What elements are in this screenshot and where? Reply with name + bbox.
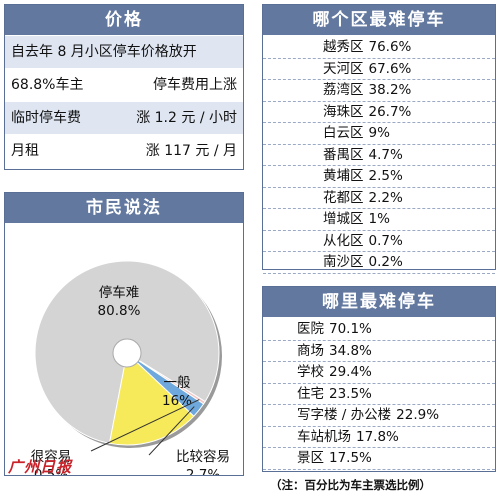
district-row-value: 4.7% — [368, 146, 403, 163]
district-row: 天河区 67.6% — [263, 59, 495, 80]
place-row-name: 住宅 — [297, 385, 324, 402]
place-row: 商场 34.8% — [263, 341, 495, 362]
district-row: 番禺区 4.7% — [263, 145, 495, 166]
pie-label-category: 一般 — [164, 375, 191, 391]
price-panel: 价格 自去年 8 月小区停车价格放开 68.8%车主 停车费用上涨 临时停车费 … — [4, 4, 244, 170]
pie-label-category: 比较容易 — [176, 448, 230, 465]
place-row-name: 车站机场 — [297, 428, 351, 445]
district-row: 增城区 1% — [263, 209, 495, 231]
pie-label-category: 很容易 — [31, 448, 72, 465]
place-row-name: 商场 — [297, 342, 324, 359]
price-row-value: 停车费用上涨 — [153, 77, 237, 93]
pie-label-value: 0.5% — [34, 467, 68, 475]
district-row-name: 荔湾区 — [323, 82, 364, 98]
district-row-name: 白云区 — [323, 125, 364, 141]
newspaper-logo: 广州日报 — [8, 458, 73, 476]
district-row: 南沙区 0.2% — [263, 252, 495, 274]
district-row: 白云区 9% — [263, 123, 495, 145]
district-row: 黄埔区 2.5% — [263, 166, 495, 188]
district-panel: 哪个区最难停车 越秀区 76.6% 天河区 67.6% 荔湾区 38.2% 海珠区 26.7%… — [262, 4, 496, 274]
pie-label-value: 80.8% — [98, 303, 141, 319]
price-row-label: 临时停车费 — [11, 110, 81, 126]
price-title: 价格 — [5, 5, 243, 35]
price-row: 自去年 8 月小区停车价格放开 — [5, 35, 243, 68]
pie-center — [112, 338, 142, 368]
district-row-value: 2.2% — [368, 189, 403, 206]
district-row-value: 38.2% — [368, 82, 412, 98]
district-list: 越秀区 76.6% 天河区 67.6% 荔湾区 38.2% 海珠区 26.7% 白云区 9% 番禺区… — [263, 35, 495, 274]
district-row-value: 67.6% — [368, 60, 412, 77]
district-row-name: 越秀区 — [323, 39, 364, 55]
pie-leader-line — [90, 399, 200, 452]
pie-label-value: 2.7% — [186, 467, 220, 475]
price-row-value: 涨 117 元 / 月 — [145, 143, 237, 159]
pie-label-category: 停车难 — [99, 284, 140, 301]
pie-label-value: 16% — [162, 393, 192, 409]
place-row-value: 34.8% — [329, 342, 372, 359]
place-title: 哪里最难停车 — [263, 287, 495, 317]
place-row: 车站机场 17.8% — [263, 427, 495, 448]
district-row-name: 从化区 — [323, 232, 364, 249]
place-row-name: 写字楼 / 办公楼 — [297, 407, 392, 423]
district-row-value: 26.7% — [368, 103, 412, 120]
district-row: 花都区 2.2% — [263, 188, 495, 209]
district-row-name: 南沙区 — [323, 254, 364, 270]
district-row: 荔湾区 38.2% — [263, 80, 495, 102]
opinion-panel: 市民说法 停车难 80.8% 一般 16% 比较容易 2.7% 很容易 0.5% — [4, 192, 244, 476]
place-row: 住宅 23.5% — [263, 384, 495, 405]
district-row: 越秀区 76.6% — [263, 37, 495, 59]
district-row: 从化区 0.7% — [263, 231, 495, 252]
price-row-label: 月租 — [11, 143, 39, 159]
price-row-value: 涨 1.2 元 / 小时 — [136, 110, 237, 126]
opinion-pie-chart: 停车难 80.8% 一般 16% 比较容易 2.7% 很容易 0.5% — [31, 260, 230, 475]
pie-leader-line — [148, 406, 195, 456]
district-row-name: 花都区 — [323, 189, 364, 206]
district-row-name: 增城区 — [323, 211, 364, 227]
price-row-label: 68.8%车主 — [11, 77, 84, 93]
price-row: 临时停车费 涨 1.2 元 / 小时 — [5, 101, 243, 134]
district-row-value: 1% — [368, 211, 390, 227]
place-row-value: 22.9% — [396, 407, 440, 423]
pie-slice — [108, 352, 195, 446]
footer-note: （注：百分比为车主票选比例） — [270, 478, 431, 492]
place-row-name: 医院 — [297, 321, 324, 337]
district-row-name: 番禺区 — [323, 146, 364, 163]
place-list: 医院 70.1% 商场 34.8% 学校 29.4% 住宅 23.5% 写字楼 / 办公楼 22.… — [263, 317, 495, 470]
place-row-value: 17.8% — [356, 428, 399, 445]
place-row: 写字楼 / 办公楼 22.9% — [263, 405, 495, 427]
district-row-value: 2.5% — [368, 168, 403, 184]
place-row-value: 17.5% — [329, 450, 372, 466]
price-row-label: 自去年 8 月小区停车价格放开 — [11, 44, 197, 60]
district-row-name: 黄埔区 — [323, 168, 364, 184]
place-panel: 哪里最难停车 医院 70.1% 商场 34.8% 学校 29.4% 住宅 23.5% 写字楼 /… — [262, 286, 496, 472]
place-row: 学校 29.4% — [263, 362, 495, 384]
district-row-value: 9% — [368, 125, 390, 141]
place-row: 景区 17.5% — [263, 448, 495, 470]
district-row-name: 天河区 — [323, 60, 364, 77]
district-row: 海珠区 26.7% — [263, 102, 495, 123]
place-row-name: 景区 — [297, 450, 324, 466]
place-row-value: 70.1% — [329, 321, 372, 337]
district-row-value: 0.7% — [368, 232, 403, 249]
opinion-title: 市民说法 — [5, 193, 243, 223]
price-row: 月租 涨 117 元 / 月 — [5, 134, 243, 167]
price-row: 68.8%车主 停车费用上涨 — [5, 68, 243, 101]
place-row-value: 23.5% — [329, 385, 372, 402]
district-title: 哪个区最难停车 — [263, 5, 495, 35]
district-row-value: 76.6% — [368, 39, 412, 55]
place-row-value: 29.4% — [329, 364, 372, 380]
place-row-name: 学校 — [297, 364, 324, 380]
place-row: 医院 70.1% — [263, 319, 495, 341]
district-row-value: 0.2% — [368, 254, 403, 270]
district-row-name: 海珠区 — [323, 103, 364, 120]
